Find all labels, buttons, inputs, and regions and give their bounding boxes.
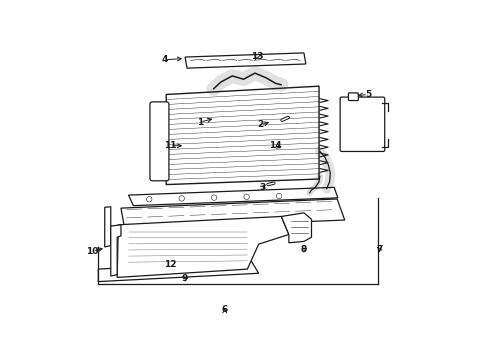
Polygon shape [111, 225, 121, 276]
Text: 12: 12 [164, 260, 176, 269]
Text: 3: 3 [259, 183, 266, 192]
Text: 2: 2 [257, 121, 264, 130]
Text: 8: 8 [301, 245, 307, 254]
Text: 11: 11 [164, 141, 176, 150]
Polygon shape [128, 187, 338, 206]
Text: 6: 6 [221, 305, 228, 314]
FancyBboxPatch shape [340, 97, 385, 152]
FancyBboxPatch shape [150, 102, 169, 181]
Polygon shape [98, 261, 259, 282]
Polygon shape [281, 213, 312, 243]
FancyBboxPatch shape [348, 93, 358, 100]
Polygon shape [105, 207, 111, 247]
Text: 14: 14 [270, 141, 282, 150]
Text: 1: 1 [197, 118, 203, 127]
Polygon shape [117, 216, 289, 278]
Text: 5: 5 [365, 90, 371, 99]
Text: 4: 4 [161, 55, 168, 64]
Polygon shape [121, 199, 344, 229]
Text: 13: 13 [250, 52, 263, 61]
Text: 9: 9 [182, 274, 188, 283]
Polygon shape [166, 86, 319, 185]
Text: 7: 7 [376, 245, 383, 254]
Polygon shape [185, 53, 306, 68]
Text: 10: 10 [86, 247, 99, 256]
